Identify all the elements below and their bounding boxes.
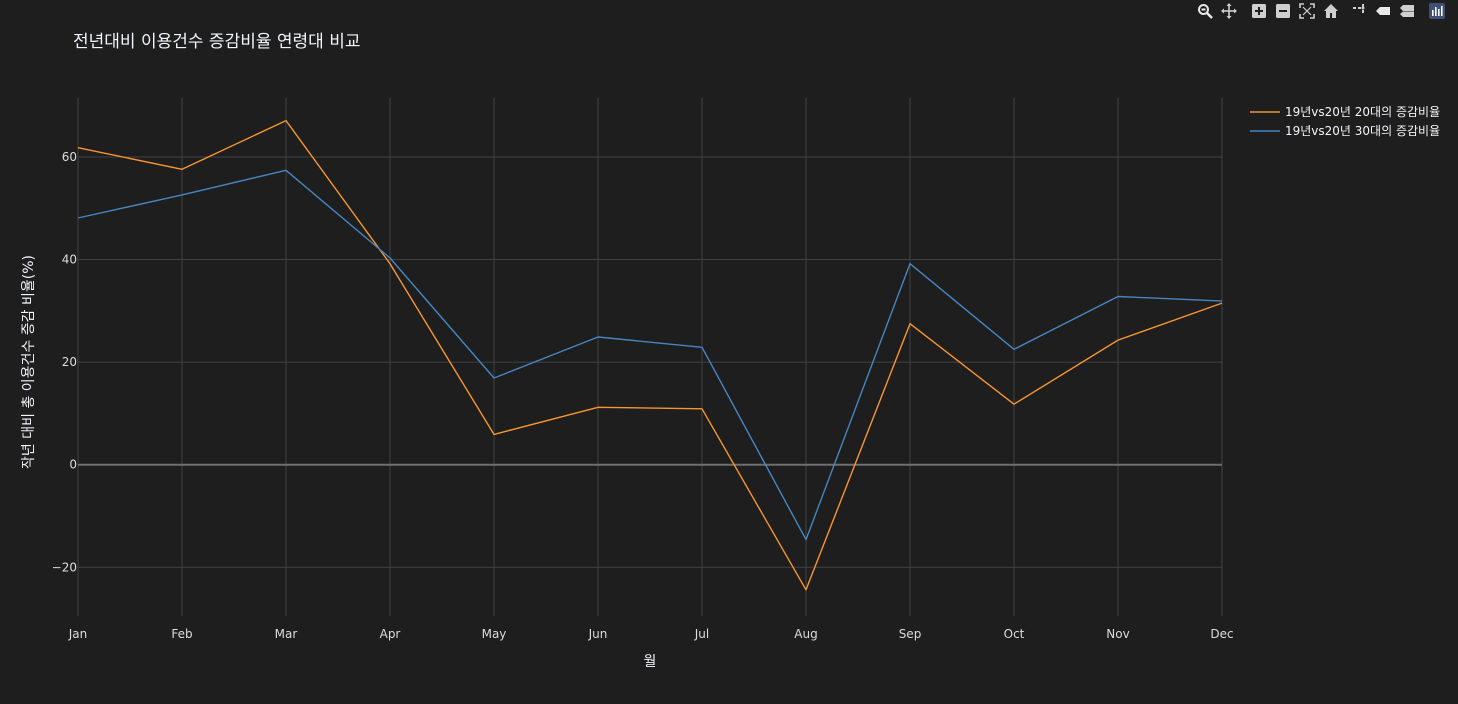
zoom-in-icon[interactable]	[1250, 2, 1268, 20]
x-tick-label: Apr	[380, 627, 401, 641]
series-group[interactable]	[77, 119, 1223, 591]
x-tick-label: Jan	[68, 627, 88, 641]
zoom-out-icon[interactable]	[1274, 2, 1292, 20]
y-axis-ticks: −20 0 20 40 60	[52, 150, 77, 574]
x-tick-label: May	[482, 627, 507, 641]
x-tick-label: Oct	[1004, 627, 1025, 641]
zoom-icon[interactable]	[1196, 2, 1214, 20]
hover-closest-icon[interactable]	[1374, 2, 1392, 20]
x-tick-label: Aug	[794, 627, 817, 641]
chart-title: 전년대비 이용건수 증감비율 연령대 비교	[73, 32, 361, 52]
x-tick-label: Jul	[694, 627, 709, 641]
legend[interactable]: 19년vs20년 20대의 증감비율 19년vs20년 30대의 증감비율	[1250, 105, 1440, 138]
x-tick-label: Dec	[1210, 627, 1233, 641]
plotly-logo-icon[interactable]	[1428, 2, 1446, 20]
x-tick-label: Mar	[275, 627, 298, 641]
hover-compare-icon[interactable]	[1398, 2, 1416, 20]
y-tick-label: 20	[62, 355, 77, 369]
legend-label: 19년vs20년 30대의 증감비율	[1285, 124, 1440, 138]
spike-lines-icon[interactable]	[1350, 2, 1368, 20]
y-axis-title: 작년 대비 총 이용건수 증감 비율(%)	[21, 255, 37, 469]
y-tick-label: 40	[62, 253, 77, 267]
legend-item-1[interactable]: 19년vs20년 20대의 증감비율	[1250, 105, 1440, 119]
pan-icon[interactable]	[1220, 2, 1238, 20]
x-tick-label: Feb	[171, 627, 192, 641]
reset-axes-icon[interactable]	[1322, 2, 1340, 20]
series-line-2[interactable]	[77, 169, 1223, 541]
x-tick-label: Nov	[1106, 627, 1129, 641]
y-tick-label: −20	[52, 560, 77, 574]
autoscale-icon[interactable]	[1298, 2, 1316, 20]
x-axis-title: 월	[644, 654, 657, 670]
y-tick-label: 0	[69, 458, 77, 472]
x-tick-label: Sep	[899, 627, 922, 641]
y-tick-label: 60	[62, 150, 77, 164]
legend-item-2[interactable]: 19년vs20년 30대의 증감비율	[1250, 124, 1440, 138]
x-tick-label: Jun	[588, 627, 608, 641]
series-line-1[interactable]	[77, 119, 1223, 591]
legend-label: 19년vs20년 20대의 증감비율	[1285, 105, 1440, 119]
grid	[77, 98, 1223, 616]
x-axis-ticks: Jan Feb Mar Apr May Jun Jul Aug Sep Oct Nov Dec	[68, 627, 1234, 641]
modebar	[1190, 2, 1446, 20]
